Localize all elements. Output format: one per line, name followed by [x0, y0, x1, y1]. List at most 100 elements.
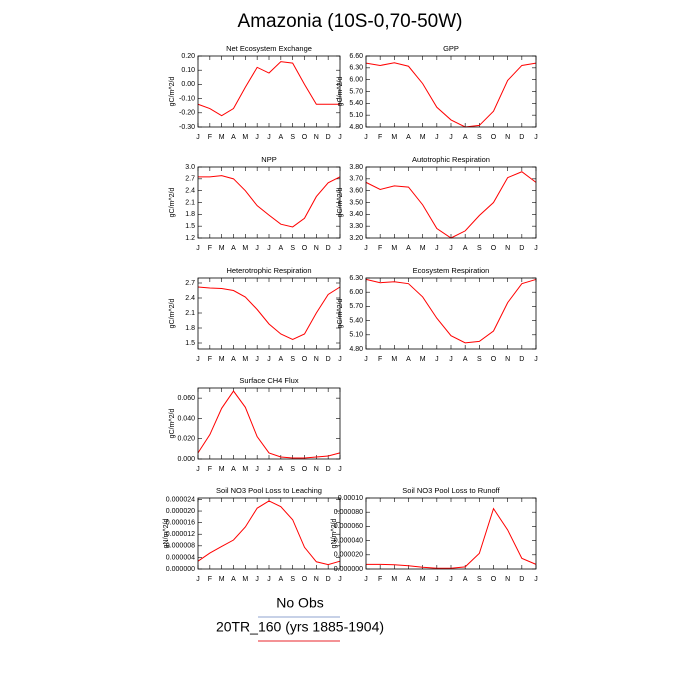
x-tick-label: F: [208, 245, 212, 252]
y-tick-label: 0.040: [177, 415, 195, 422]
x-tick-label: A: [231, 245, 236, 252]
plot-frame: [197, 55, 341, 128]
y-tick-label: 5.70: [349, 303, 363, 310]
x-tick-label: J: [364, 245, 368, 252]
x-tick-label: O: [491, 245, 497, 252]
x-tick-label: F: [378, 576, 382, 583]
y-tick-label: 2.1: [185, 199, 195, 206]
y-tick-label: 4.80: [349, 346, 363, 353]
x-tick-label: M: [242, 356, 248, 363]
panel: Autotrophic Respiration gC/m^2/d 3.20 3.30 3…: [337, 155, 538, 252]
x-tick-label: D: [326, 134, 331, 141]
y-tick-label: 0.000080: [334, 509, 363, 516]
x-tick-label: F: [378, 356, 382, 363]
x-tick-label: M: [219, 134, 225, 141]
x-tick-label: J: [534, 245, 538, 252]
x-tick-label: N: [505, 245, 510, 252]
y-tick-label: 0.020: [177, 436, 195, 443]
y-tick-label: 6.30: [349, 65, 363, 72]
x-tick-label: D: [326, 356, 331, 363]
x-tick-label: O: [491, 576, 497, 583]
x-tick-label: A: [231, 576, 236, 583]
x-tick-label: A: [463, 134, 468, 141]
x-tick-label: J: [534, 134, 538, 141]
x-tick-label: F: [208, 466, 212, 473]
x-tick-label: J: [364, 356, 368, 363]
x-tick-label: J: [196, 356, 200, 363]
x-tick-label: N: [314, 466, 319, 473]
legend-label: No Obs: [276, 595, 323, 611]
panel-title: NPP: [261, 155, 276, 164]
y-tick-label: 4.80: [349, 124, 363, 131]
y-tick-label: 3.70: [349, 176, 363, 183]
x-tick-label: J: [364, 134, 368, 141]
panel: GPP gC/m^2/d 4.80 5.10 5.40 5.70 6.00 6.30 6.60 J…: [337, 44, 538, 141]
x-tick-label: O: [302, 134, 308, 141]
x-tick-label: J: [196, 466, 200, 473]
x-tick-label: J: [534, 356, 538, 363]
x-tick-label: J: [449, 576, 453, 583]
x-tick-label: M: [219, 245, 225, 252]
panel: Heterotrophic Respiration gC/m^2/d 1.5 1.8 2…: [169, 266, 342, 363]
panel-title: Net Ecosystem Exchange: [226, 44, 312, 53]
y-tick-label: 6.00: [349, 289, 363, 296]
y-tick-label: 0.000016: [166, 519, 195, 526]
data-line: [365, 62, 537, 128]
y-axis-label: gN/m^2/d: [163, 519, 170, 549]
y-tick-label: -0.30: [179, 124, 195, 131]
panel-title: Soil NO3 Pool Loss to Runoff: [402, 486, 500, 495]
y-tick-label: 5.40: [349, 100, 363, 107]
x-tick-label: F: [208, 356, 212, 363]
plot-frame: [365, 497, 537, 570]
x-tick-label: O: [491, 134, 497, 141]
y-tick-label: 0.000: [177, 456, 195, 463]
y-tick-label: 0.000004: [166, 554, 195, 561]
x-tick-label: D: [519, 134, 524, 141]
x-tick-label: N: [505, 134, 510, 141]
plot-frame: [197, 166, 341, 239]
y-axis-label: gC/m^2/d: [169, 409, 176, 439]
y-tick-label: 2.4: [185, 295, 195, 302]
x-tick-label: D: [519, 576, 524, 583]
data-line: [197, 390, 341, 459]
x-tick-label: M: [391, 134, 397, 141]
x-tick-label: N: [314, 245, 319, 252]
x-tick-label: J: [338, 576, 342, 583]
x-tick-label: M: [242, 134, 248, 141]
plot-frame: [197, 277, 341, 350]
plot-frame: [365, 55, 537, 128]
x-tick-label: J: [534, 576, 538, 583]
x-tick-label: M: [391, 245, 397, 252]
x-tick-label: J: [449, 356, 453, 363]
x-tick-label: M: [242, 576, 248, 583]
data-line: [197, 500, 341, 566]
x-tick-label: N: [314, 576, 319, 583]
data-line: [198, 175, 341, 228]
x-tick-label: D: [326, 466, 331, 473]
x-tick-label: S: [290, 576, 295, 583]
x-tick-label: M: [391, 356, 397, 363]
panel-title: Heterotrophic Respiration: [226, 266, 311, 275]
plot-frame: [197, 497, 341, 570]
y-tick-label: 3.60: [349, 188, 363, 195]
plot-frame: [365, 166, 537, 239]
y-tick-label: 3.40: [349, 211, 363, 218]
x-tick-label: J: [196, 245, 200, 252]
y-tick-label: 3.80: [349, 164, 363, 171]
panel: Ecosystem Respiration gC/m^2/d 4.80 5.10 5.4…: [337, 266, 538, 363]
x-tick-label: A: [231, 134, 236, 141]
y-tick-label: 2.7: [185, 280, 195, 287]
x-tick-label: J: [267, 245, 271, 252]
x-tick-label: A: [406, 356, 411, 363]
x-tick-label: J: [255, 245, 259, 252]
x-tick-label: S: [290, 466, 295, 473]
x-tick-label: J: [267, 576, 271, 583]
x-tick-label: N: [314, 356, 319, 363]
y-tick-label: 5.10: [349, 112, 363, 119]
data-line: [366, 507, 537, 569]
x-tick-label: S: [477, 245, 482, 252]
x-tick-label: A: [278, 356, 283, 363]
x-tick-label: A: [406, 576, 411, 583]
